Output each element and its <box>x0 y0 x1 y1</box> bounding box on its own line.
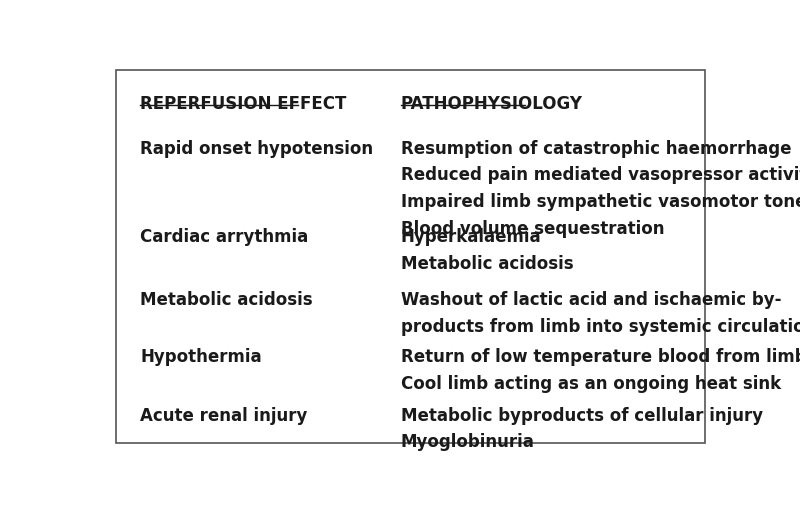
Text: products from limb into systemic circulation: products from limb into systemic circula… <box>401 317 800 335</box>
Text: REPERFUSION EFFECT: REPERFUSION EFFECT <box>140 94 346 112</box>
Text: Return of low temperature blood from limb: Return of low temperature blood from lim… <box>401 347 800 365</box>
Text: Reduced pain mediated vasopressor activity: Reduced pain mediated vasopressor activi… <box>401 166 800 184</box>
Text: Acute renal injury: Acute renal injury <box>140 406 308 424</box>
Text: Rapid onset hypotension: Rapid onset hypotension <box>140 139 374 157</box>
Text: Metabolic acidosis: Metabolic acidosis <box>140 290 313 308</box>
Text: Metabolic acidosis: Metabolic acidosis <box>401 254 574 272</box>
Text: Impaired limb sympathetic vasomotor tone: Impaired limb sympathetic vasomotor tone <box>401 193 800 211</box>
Text: Cool limb acting as an ongoing heat sink: Cool limb acting as an ongoing heat sink <box>401 374 781 392</box>
Text: Washout of lactic acid and ischaemic by-: Washout of lactic acid and ischaemic by- <box>401 290 781 308</box>
Text: Blood volume sequestration: Blood volume sequestration <box>401 219 664 237</box>
Text: PATHOPHYSIOLOGY: PATHOPHYSIOLOGY <box>401 94 582 112</box>
Text: Hypothermia: Hypothermia <box>140 347 262 365</box>
FancyBboxPatch shape <box>115 71 705 443</box>
Text: Resumption of catastrophic haemorrhage: Resumption of catastrophic haemorrhage <box>401 139 791 157</box>
Text: Hyperkalaemia: Hyperkalaemia <box>401 228 542 246</box>
Text: Metabolic byproducts of cellular injury: Metabolic byproducts of cellular injury <box>401 406 763 424</box>
Text: Myoglobinuria: Myoglobinuria <box>401 433 534 450</box>
Text: Cardiac arrythmia: Cardiac arrythmia <box>140 228 309 246</box>
